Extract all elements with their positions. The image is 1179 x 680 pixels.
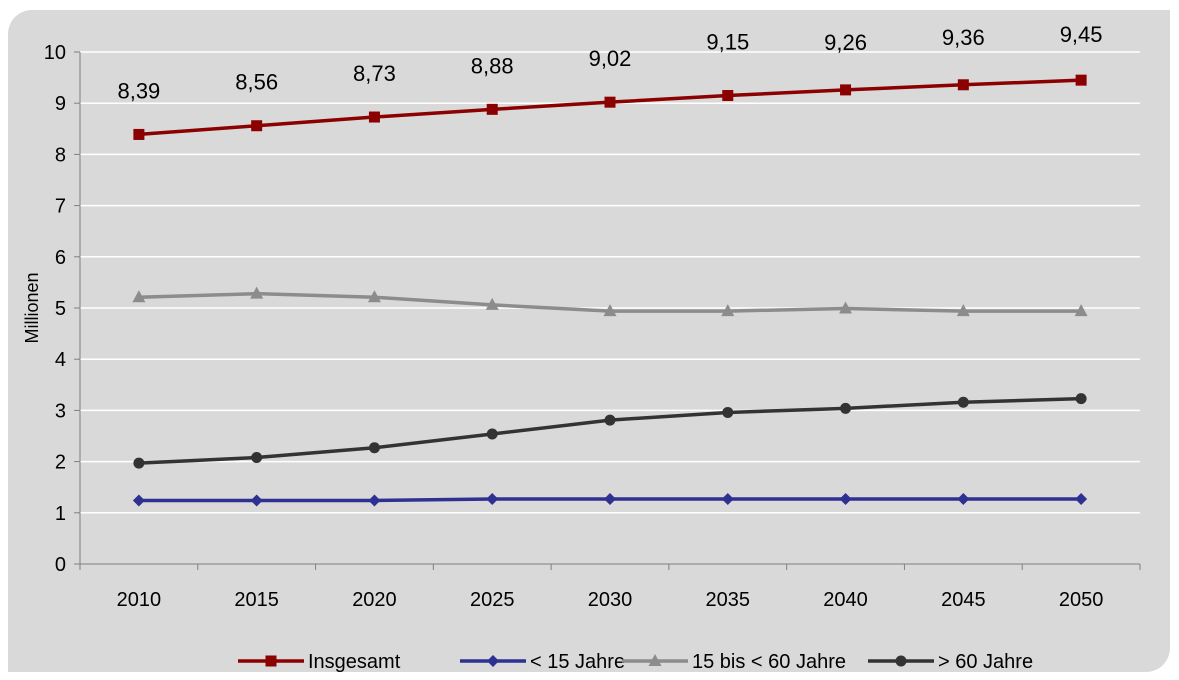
data-point-60-jahre xyxy=(604,414,616,426)
data-point-60-jahre xyxy=(486,428,498,440)
data-point-60-jahre xyxy=(722,406,734,418)
x-tick-label: 2045 xyxy=(941,589,986,611)
data-point-insgesamt xyxy=(840,84,852,96)
data-label: 9,45 xyxy=(1060,22,1103,47)
data-point-15-bis-60-jahre xyxy=(132,290,146,303)
data-label: 9,02 xyxy=(589,46,632,71)
y-tick-label: 9 xyxy=(55,93,66,115)
data-point-15-jahre xyxy=(486,492,499,505)
x-tick-label: 2015 xyxy=(234,589,279,611)
data-point-15-jahre xyxy=(368,494,381,507)
y-tick-label: 5 xyxy=(55,298,66,320)
data-point-60-jahre xyxy=(133,457,145,469)
data-label: 9,15 xyxy=(706,30,749,55)
legend-item-label: < 15 Jahre xyxy=(530,651,625,673)
y-tick-label: 0 xyxy=(55,554,66,576)
data-label: 8,88 xyxy=(471,53,514,78)
x-tick-label: 2010 xyxy=(117,589,162,611)
y-tick-label: 1 xyxy=(55,503,66,525)
data-point-15-jahre xyxy=(1075,492,1088,505)
legend-item-label: > 60 Jahre xyxy=(938,651,1033,673)
data-point-15-jahre xyxy=(250,494,263,507)
data-label: 8,56 xyxy=(235,70,278,95)
data-point-15-bis-60-jahre xyxy=(721,304,735,317)
y-tick-label: 6 xyxy=(55,247,66,269)
chart-background xyxy=(8,10,1170,672)
y-tick-label: 10 xyxy=(44,42,66,64)
data-point-15-jahre xyxy=(604,492,616,505)
data-point-insgesamt xyxy=(1075,74,1087,86)
x-tick-label: 2020 xyxy=(352,589,397,611)
data-point-15-jahre xyxy=(839,492,852,505)
data-point-insgesamt xyxy=(133,128,145,140)
data-point-15-bis-60-jahre xyxy=(603,304,617,317)
data-point-15-bis-60-jahre xyxy=(485,297,499,310)
data-point-60-jahre xyxy=(957,396,969,408)
data-point-15-jahre xyxy=(132,494,145,507)
legend-marker xyxy=(648,654,662,666)
y-tick-label: 8 xyxy=(55,144,66,166)
data-label: 9,26 xyxy=(824,30,867,55)
x-tick-label: 2035 xyxy=(706,589,751,611)
data-point-15-jahre xyxy=(721,492,734,505)
y-tick-label: 7 xyxy=(55,196,66,218)
data-point-insgesamt xyxy=(722,90,734,102)
data-point-15-jahre xyxy=(957,492,970,505)
data-point-15-bis-60-jahre xyxy=(956,304,970,317)
legend-item-label: Insgesamt xyxy=(308,651,401,673)
x-tick-label: 2040 xyxy=(823,589,868,611)
legend-marker xyxy=(895,655,907,667)
y-tick-label: 2 xyxy=(55,452,66,474)
x-tick-label: 2050 xyxy=(1059,589,1104,611)
data-point-60-jahre xyxy=(840,402,852,414)
data-point-60-jahre xyxy=(1075,393,1087,405)
data-point-insgesamt xyxy=(251,120,263,132)
legend-marker xyxy=(265,655,277,667)
x-tick-label: 2030 xyxy=(588,589,633,611)
y-tick-label: 3 xyxy=(55,400,66,422)
data-point-insgesamt xyxy=(604,96,616,108)
data-point-15-bis-60-jahre xyxy=(250,286,264,299)
data-label: 8,39 xyxy=(117,78,160,103)
data-point-insgesamt xyxy=(486,103,498,115)
data-point-60-jahre xyxy=(251,452,263,464)
data-point-15-bis-60-jahre xyxy=(367,290,381,303)
y-axis-title: Millionen xyxy=(22,272,42,343)
data-label: 8,73 xyxy=(353,61,396,86)
data-point-15-bis-60-jahre xyxy=(1074,304,1088,317)
legend-item-label: 15 bis < 60 Jahre xyxy=(692,651,846,673)
x-tick-label: 2025 xyxy=(470,589,515,611)
legend-marker xyxy=(487,655,499,667)
series-line-60-jahre xyxy=(138,396,1082,465)
data-point-15-bis-60-jahre xyxy=(839,301,853,314)
data-point-60-jahre xyxy=(368,442,380,454)
data-point-insgesamt xyxy=(368,111,380,123)
data-label: 9,36 xyxy=(942,25,985,50)
y-tick-label: 4 xyxy=(55,349,66,371)
data-point-insgesamt xyxy=(957,79,969,91)
